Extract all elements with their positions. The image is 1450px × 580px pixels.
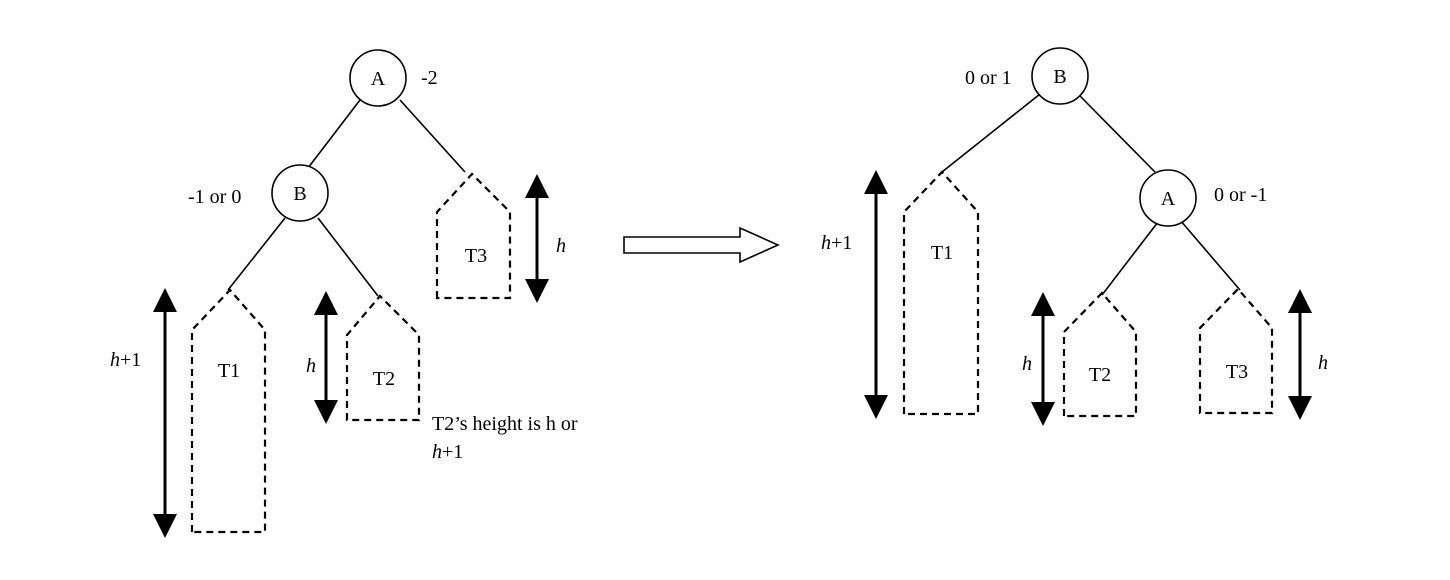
subtree-t2-label: T2 [373,368,395,390]
subtree-t1 [190,288,267,534]
edge-b-t1-right [941,93,1041,173]
node-b-balance: -1 or 0 [188,186,241,208]
subtree-t3-label: T3 [465,245,487,267]
edge-b-a-right [1079,95,1156,173]
subtree-t3-right [1198,287,1274,415]
edge-a-t3 [399,99,466,173]
transform-arrow [623,226,780,264]
edge-b-t2 [317,217,379,297]
t2-right-height-label: h [1022,353,1032,375]
node-b [271,164,329,222]
edge-a-t3-right [1179,219,1241,291]
subtree-t3 [435,172,512,300]
edge-a-t2-right [1101,221,1159,296]
t1-right-height-label: h+1 [821,232,852,254]
node-b-label: B [293,183,306,205]
subtree-t2-right [1062,291,1138,418]
node-a [349,49,407,107]
edge-a-b [307,99,361,169]
t1-height-label: h+1 [110,349,141,371]
subtree-t1-right [902,170,980,416]
subtree-t1-right-label: T1 [931,242,953,264]
edge-b-t1 [227,217,286,291]
t3-height-label: h [556,235,566,257]
node-a-label: A [371,68,386,90]
t2-height-label: h [306,355,316,377]
node-b-right [1031,47,1089,105]
node-a-balance: -2 [421,67,438,89]
subtree-t1-label: T1 [218,360,240,382]
t2-height-note-line1: T2’s height is h or [432,413,578,435]
right-tree: B 0 or 1 A 0 or -1 T1 h+1 T2 h T3 h [821,47,1328,426]
subtree-t2-right-label: T2 [1089,364,1111,386]
node-b-right-label: B [1053,66,1066,88]
node-a-right [1139,169,1197,227]
node-a-right-label: A [1161,188,1176,210]
t3-right-height-label: h [1318,352,1328,374]
t2-height-note-line2: h+1 [432,441,463,463]
subtree-t2 [345,294,421,422]
subtree-t3-right-label: T3 [1226,361,1248,383]
left-tree: A -2 B -1 or 0 T3 h T1 h+1 T2 h T2’s hei… [110,49,578,538]
node-b-right-balance: 0 or 1 [965,67,1012,89]
node-a-right-balance: 0 or -1 [1214,184,1267,206]
